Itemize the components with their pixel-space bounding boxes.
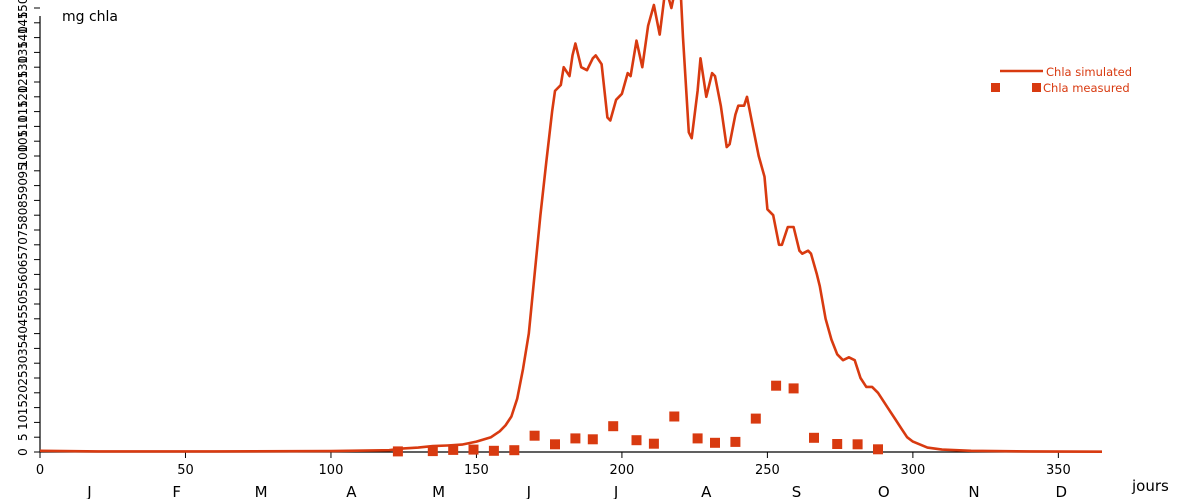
data-point-measured [809,432,819,443]
y-tick-label: 110 [16,115,30,138]
y-tick-label: 125 [16,71,30,94]
data-point-measured [648,438,659,449]
data-point-measured [570,433,581,444]
y-tick-label: 25 [16,370,30,385]
legend-marker-swatch [991,83,1000,92]
data-point-measured [788,383,799,394]
data-point-measured [392,446,403,457]
data-point-measured [852,439,863,450]
data-point-measured [468,444,479,455]
y-tick-label: 65 [16,252,30,267]
y-tick-label: 145 [16,11,30,34]
y-tick-label: 115 [16,100,30,123]
month-label: S [792,483,802,499]
legend-label-simulated: Chla simulated [1046,65,1132,79]
y-tick-label: 70 [16,237,30,252]
x-axis-title: jours [1131,477,1169,495]
data-point-measured [448,444,459,455]
y-tick-label: 35 [16,341,30,356]
data-point-measured [427,446,438,457]
y-axis-title: mg chla [62,9,118,25]
data-point-measured [488,445,499,456]
legend-label-measured: Chla measured [1043,81,1130,95]
y-tick-label: 80 [16,208,30,223]
legend: Chla simulated Chla measured [991,65,1132,95]
month-label: M [432,483,445,499]
y-tick-label: 150 [16,0,30,19]
data-point-measured [631,435,642,446]
data-point-measured [587,434,598,445]
x-tick-label: 150 [464,463,489,478]
y-tick-label: 140 [16,26,30,49]
y-tick-label: 20 [16,385,30,400]
y-tick-label: 85 [16,193,30,208]
x-tick-label: 300 [900,463,925,478]
x-tick-label: 50 [177,463,194,478]
series-layer [39,0,1103,457]
data-point-measured [529,430,540,441]
x-tick-label: 0 [36,463,44,478]
data-point-measured [750,413,761,424]
y-tick-label: 95 [16,163,30,178]
y-tick-label: 10 [16,415,30,430]
month-label: J [86,483,91,499]
month-label: A [701,483,712,499]
month-label: D [1055,483,1067,499]
data-point-measured [669,411,680,422]
y-tick-label: 55 [16,282,30,297]
y-tick-label: 130 [16,56,30,79]
month-label: J [526,483,531,499]
y-tick-label: 50 [16,296,30,311]
y-tick-label: 100 [16,145,30,168]
y-ticks: 0510152025303540455055606570758085909510… [16,0,40,456]
y-tick-label: 135 [16,41,30,64]
y-tick-label: 120 [16,85,30,108]
y-tick-label: 40 [16,326,30,341]
data-point-measured [873,444,883,455]
data-point-measured [771,380,782,391]
axes [39,16,1102,453]
y-tick-label: 90 [16,178,30,193]
y-tick-label: 30 [16,356,30,371]
month-label: N [968,483,979,499]
data-point-measured [692,433,703,444]
y-tick-label: 75 [16,222,30,237]
x-tick-label: 200 [610,463,635,478]
y-tick-label: 60 [16,267,30,282]
data-point-measured [832,439,843,449]
y-tick-label: 45 [16,311,30,326]
legend-marker-swatch [1032,83,1041,92]
y-tick-label: 105 [16,130,30,153]
month-label: J [613,483,618,499]
data-point-measured [608,421,619,432]
y-tick-label: 5 [16,433,30,441]
data-point-measured [730,436,741,447]
data-point-measured [710,437,720,448]
month-label: M [255,483,268,499]
x-tick-label: 350 [1046,463,1071,478]
month-label: F [172,483,181,499]
x-tick-label: 100 [319,463,344,478]
y-tick-label: 0 [16,448,30,456]
month-label: O [878,483,890,499]
data-point-measured [550,439,560,450]
month-label: A [346,483,357,499]
data-point-measured [509,445,520,456]
x-tick-label: 250 [755,463,780,478]
y-tick-label: 15 [16,400,30,415]
series-line-simulated [39,0,1103,453]
x-ticks: 0 50 100 150 200 250 300 350 [36,452,1071,478]
